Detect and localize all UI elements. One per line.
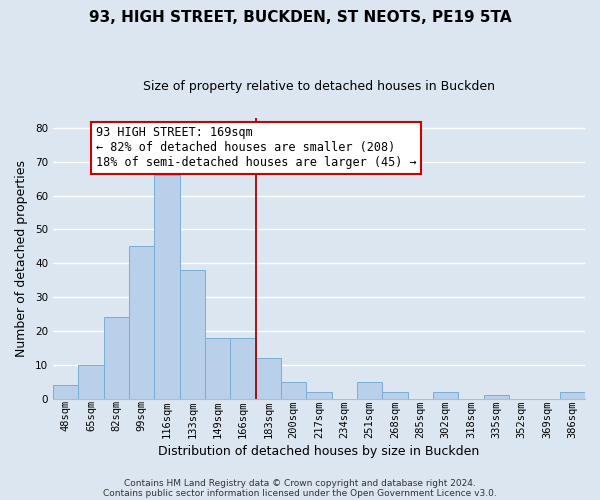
Bar [560, 392, 585, 398]
Text: Contains HM Land Registry data © Crown copyright and database right 2024.: Contains HM Land Registry data © Crown c… [124, 478, 476, 488]
Bar [205, 338, 230, 398]
Bar [306, 392, 332, 398]
Bar [433, 392, 458, 398]
Bar [154, 176, 179, 398]
Bar [129, 246, 154, 398]
Bar [382, 392, 407, 398]
Bar [256, 358, 281, 399]
Bar [78, 365, 104, 398]
Bar [53, 385, 78, 398]
Bar [484, 396, 509, 398]
Bar [357, 382, 382, 398]
Bar [104, 318, 129, 398]
Text: 93 HIGH STREET: 169sqm
← 82% of detached houses are smaller (208)
18% of semi-de: 93 HIGH STREET: 169sqm ← 82% of detached… [96, 126, 416, 169]
Text: 93, HIGH STREET, BUCKDEN, ST NEOTS, PE19 5TA: 93, HIGH STREET, BUCKDEN, ST NEOTS, PE19… [89, 10, 511, 25]
X-axis label: Distribution of detached houses by size in Buckden: Distribution of detached houses by size … [158, 444, 479, 458]
Y-axis label: Number of detached properties: Number of detached properties [15, 160, 28, 356]
Text: Contains public sector information licensed under the Open Government Licence v3: Contains public sector information licen… [103, 488, 497, 498]
Bar [281, 382, 306, 398]
Bar [179, 270, 205, 398]
Bar [230, 338, 256, 398]
Title: Size of property relative to detached houses in Buckden: Size of property relative to detached ho… [143, 80, 495, 93]
